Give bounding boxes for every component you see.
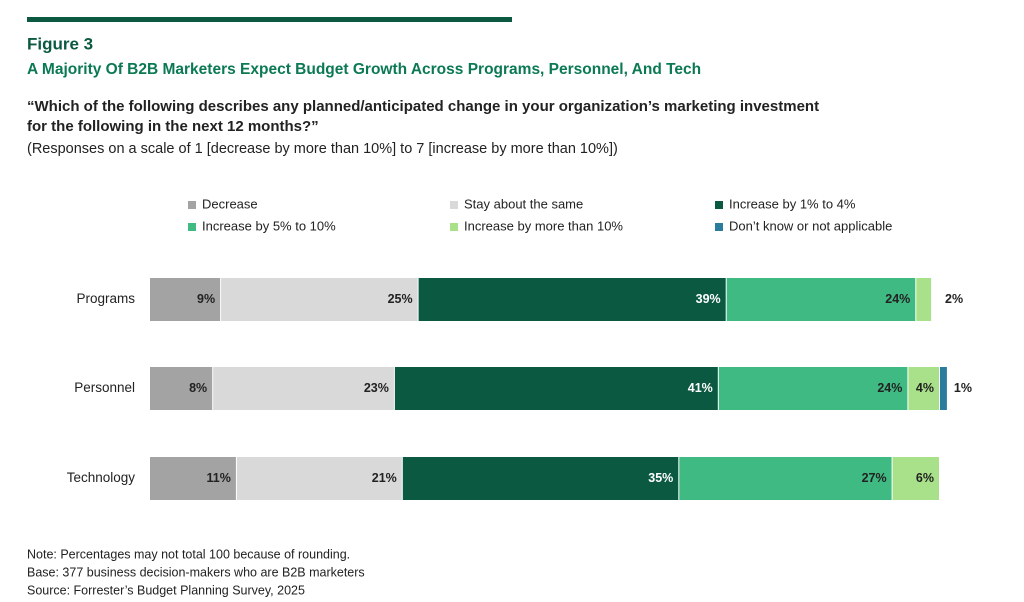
value-label: 27% [862,471,887,485]
bar-segment [718,367,908,410]
question: for the following in the next 12 months?… [27,118,319,135]
value-label: 4% [916,381,934,395]
bar-segment [679,457,892,500]
header-rule [27,17,512,22]
legend-swatch [188,223,196,231]
bar-segment [892,457,939,500]
category-label: Technology [67,470,136,485]
bar-segment [908,367,939,410]
legend-swatch [450,201,458,209]
category-label: Personnel [74,380,135,395]
bar-segment [394,367,718,410]
legend-swatch [715,223,723,231]
bar-segment [221,278,418,321]
note: Base: 377 business decision-makers who a… [27,565,365,579]
note: Note: Percentages may not total 100 beca… [27,547,350,561]
bar-segment [150,457,236,500]
subtitle: (Responses on a scale of 1 [decrease by … [27,141,618,157]
value-label: 21% [372,471,397,485]
legend-swatch [450,223,458,231]
figure-label: Figure 3 [27,34,93,53]
legend-label: Don’t know or not applicable [729,218,892,233]
legend-label: Stay about the same [464,196,583,211]
value-label: 39% [696,292,721,306]
question: “Which of the following describes any pl… [27,98,819,115]
legend-label: Decrease [202,196,258,211]
value-label: 41% [688,381,713,395]
value-label: 9% [197,292,215,306]
value-label: 35% [648,471,673,485]
legend-label: Increase by 5% to 10% [202,218,336,233]
bar-segment [726,278,916,321]
legend-label: Increase by more than 10% [464,218,623,233]
legend-swatch [715,201,723,209]
bar-segment [402,457,679,500]
value-label: 24% [885,292,910,306]
value-label: 1% [954,381,972,395]
note: Source: Forrester’s Budget Planning Surv… [27,583,305,597]
value-label: 11% [207,471,231,485]
value-label: 6% [916,471,934,485]
bar-segment [940,367,947,410]
bar-segment [916,278,932,321]
bar-segment [213,367,394,410]
value-label: 8% [189,381,207,395]
value-label: 23% [364,381,389,395]
bar-segment [150,278,221,321]
bar-segment [236,457,402,500]
value-label: 24% [877,381,902,395]
bar-segment [150,367,213,410]
value-label: 2% [945,292,963,306]
value-label: 25% [388,292,413,306]
bar-segment [418,278,726,321]
chart-title: A Majority Of B2B Marketers Expect Budge… [27,61,701,78]
legend-swatch [188,201,196,209]
legend-label: Increase by 1% to 4% [729,196,856,211]
category-label: Programs [76,291,135,306]
